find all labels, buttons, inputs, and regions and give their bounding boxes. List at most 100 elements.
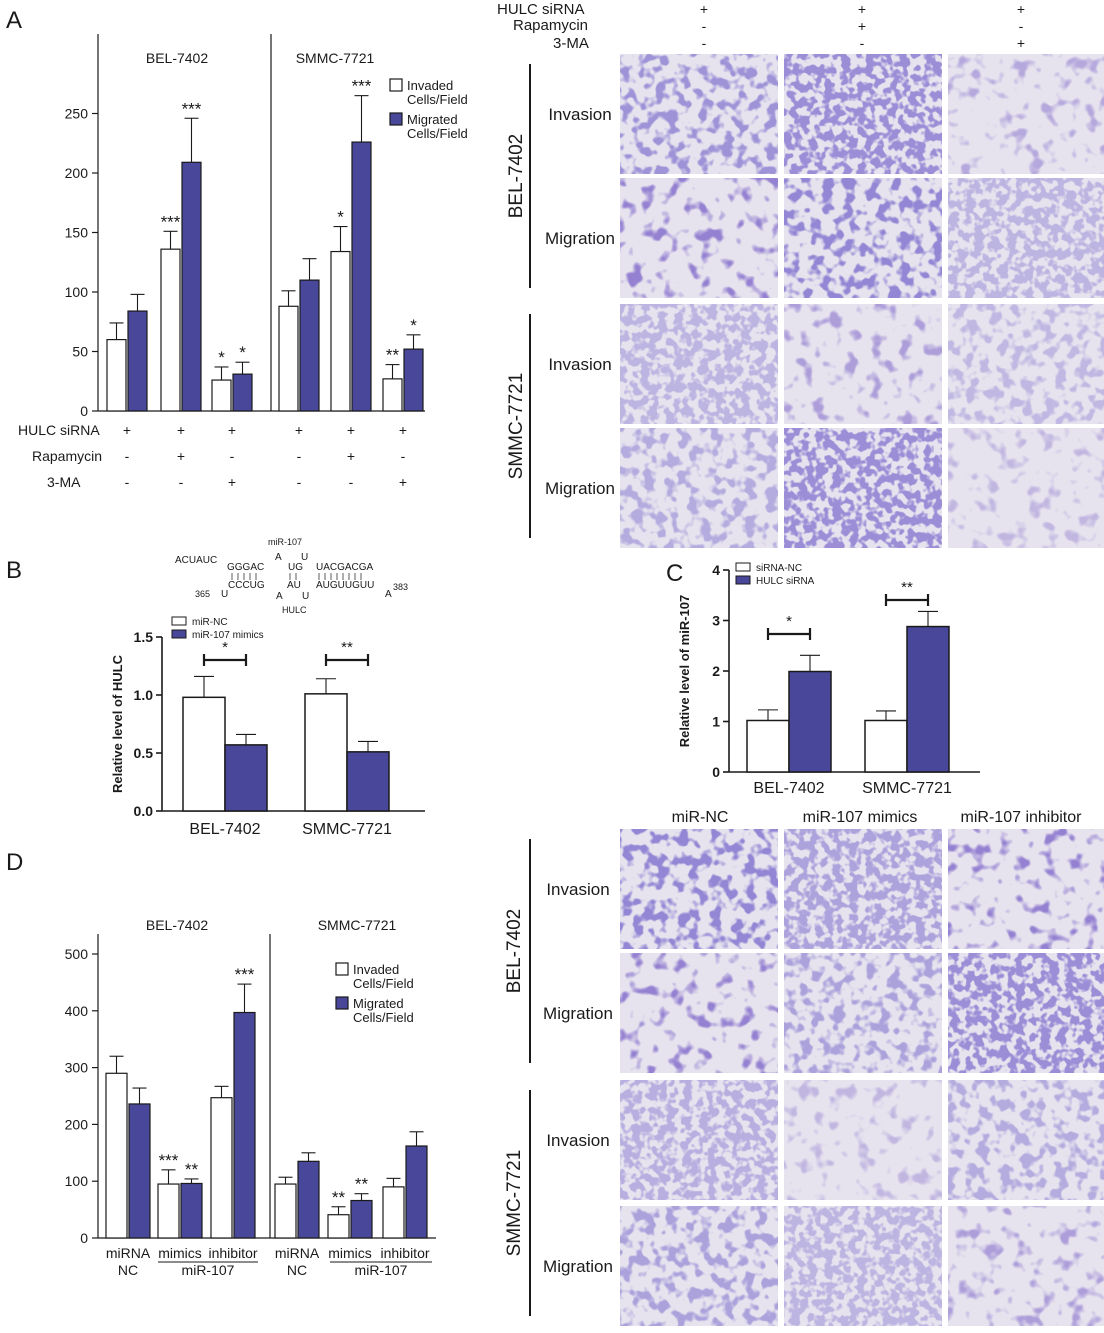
micrograph-r0-c0 [620,829,778,949]
legend-swatch-0 [171,616,187,626]
facet-title-1: SMMC-7721 [318,917,397,933]
row-label-1: Migration [545,229,615,248]
micrograph-r1-c1 [784,178,942,298]
category-label-0: miRNA [106,1245,151,1261]
condition-value-0-3: + [295,422,303,438]
category-label-0: BEL-7402 [189,821,260,838]
micrograph-r1-c0 [620,953,778,1073]
condition-value-2-1: - [179,474,184,490]
row-label-3: Migration [545,479,615,498]
bar-invaded-2 [211,379,232,412]
significance-0: * [222,639,228,656]
y-tick-label-1: 50 [72,344,88,360]
category-sublabel-3: NC [287,1262,307,1278]
panel-label-c: C [666,560,683,587]
y-tick-label-2: 1.0 [134,687,154,703]
legend-swatch-0 [335,962,349,976]
bar-invaded-1 [160,248,181,412]
micro-condition-value-0-1: + [858,1,866,17]
micrograph-r0-c2 [948,54,1104,174]
category-label-3: miRNA [275,1245,320,1261]
significance-1-1: ** [185,1160,199,1179]
structure-u-left: U [221,589,228,600]
significance-1-4: ** [355,1175,369,1194]
condition-value-1-4: + [347,448,355,464]
condition-value-0-2: + [228,422,236,438]
y-tick-label-4: 4 [712,562,720,578]
bar-invaded-5 [382,378,403,412]
y-tick-label-4: 200 [65,165,89,181]
condition-label-2: 3-MA [47,474,81,490]
micrograph-r3-c0 [620,1206,778,1326]
bar-invaded-2 [210,1097,233,1239]
legend-swatch-1 [389,112,403,126]
condition-value-2-4: - [349,474,354,490]
category-label-5: inhibitor [380,1245,429,1261]
y-tick-label-1: 0.5 [134,745,154,761]
y-tick-label-1: 1 [712,714,720,730]
group-label-1: SMMC-7721 [504,1150,525,1257]
bar-1-0 [224,744,268,812]
chart-c: 0 1 2 3 4 Relative level of miR-107 * BEL-7402 *… [677,562,980,797]
bar-migrated-2 [233,1011,256,1239]
mirna-binding-structure: miR-107 ACUAUC A U GGGAC UG UACGACGA CCC… [175,537,408,615]
micrograph-r3-c1 [784,428,942,548]
y-tick-label-0: 0 [80,403,88,419]
micrograph-r3-c0 [620,428,778,548]
micrographs-a: HULC siRNA Rapamycin 3-MA Invasion Migrat… [497,1,1104,548]
bar-migrated-5 [403,348,424,412]
bar-migrated-5 [405,1145,428,1239]
y-tick-label-3: 300 [65,1060,89,1076]
condition-value-2-3: - [297,474,302,490]
row-label-3: Migration [543,1257,613,1276]
y-tick-label-5: 500 [65,946,89,962]
condition-value-2-2: + [228,474,236,490]
micrograph-r2-c0 [620,304,778,424]
bar-0-1 [304,693,348,812]
group-label-0: BEL-7402 [506,134,527,219]
y-tick-label-2: 200 [65,1116,89,1132]
bar-0-1 [864,719,908,773]
bar-0-0 [746,719,790,773]
category-label-2: inhibitor [208,1245,257,1261]
condition-value-0-1: + [177,422,185,438]
group-label-0: BEL-7402 [504,909,525,994]
legend-swatch-1 [171,629,187,639]
legend-label-1: HULC siRNA [756,576,815,587]
micro-condition-value-1-1: + [858,18,866,34]
condition-label-0: HULC siRNA [18,422,100,438]
facet-title-0: BEL-7402 [146,917,208,933]
y-tick-label-0: 0 [80,1230,88,1246]
legend-swatch-0 [735,562,751,572]
micro-condition-value-2-1: - [860,35,865,51]
structure-seq-au: AU [287,580,301,591]
bar-migrated-4 [350,1199,373,1239]
row-label-1: Migration [543,1004,613,1023]
category-label-1: SMMC-7721 [302,821,392,838]
significance-1-1: *** [182,99,202,118]
significance-0-5: ** [386,346,400,365]
micrograph-r2-c0 [620,1080,778,1200]
condition-label-3ma: 3-MA [553,35,589,52]
structure-bottom-u: U [302,591,309,602]
structure-pos-365: 365 [195,589,210,599]
micrograph-r1-c2 [948,953,1104,1073]
micrograph-r0-c1 [784,829,942,949]
column-label-mir-nc: miR-NC [672,809,729,826]
bar-1-0 [788,670,832,773]
group-label-0: miR-107 [182,1262,235,1278]
bar-migrated-2 [232,373,253,412]
row-label-2: Invasion [546,1131,609,1150]
bar-0-0 [182,696,226,812]
legend-label-1: Migrated [353,996,404,1011]
bar-invaded-4 [330,250,351,412]
category-label-1: SMMC-7721 [862,780,952,797]
micrographs-d: miR-NC miR-107 mimics miR-107 inhibitor … [504,809,1104,1326]
micrograph-r3-c2 [948,428,1104,548]
significance-0-4: ** [332,1188,346,1207]
group-label-1: miR-107 [355,1262,408,1278]
bar-invaded-0 [106,339,127,412]
